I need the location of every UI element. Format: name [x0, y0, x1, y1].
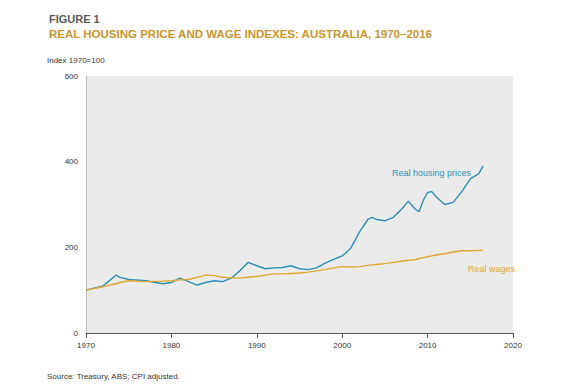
svg-text:2010: 2010	[419, 341, 437, 350]
svg-text:600: 600	[65, 72, 79, 81]
svg-text:Source: Treasury, ABS; CPI adj: Source: Treasury, ABS; CPI adjusted.	[47, 372, 180, 381]
svg-text:400: 400	[65, 157, 79, 166]
svg-text:0: 0	[74, 329, 79, 338]
svg-text:REAL HOUSING PRICE AND WAGE IN: REAL HOUSING PRICE AND WAGE INDEXES: AUS…	[49, 28, 432, 40]
svg-text:1970: 1970	[77, 341, 95, 350]
svg-text:2020: 2020	[504, 341, 522, 350]
svg-text:Real wages: Real wages	[468, 264, 516, 274]
svg-text:2000: 2000	[333, 341, 351, 350]
svg-text:Real housing prices: Real housing prices	[392, 168, 472, 178]
svg-text:FIGURE 1: FIGURE 1	[49, 13, 100, 25]
svg-text:1980: 1980	[163, 341, 181, 350]
svg-text:1990: 1990	[248, 341, 266, 350]
svg-text:200: 200	[65, 243, 79, 252]
svg-text:Index 1970=100: Index 1970=100	[47, 56, 105, 65]
